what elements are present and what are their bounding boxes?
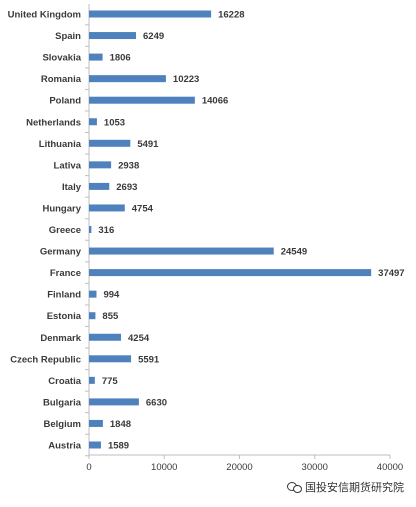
category-label: Lithuania [39,139,82,150]
wechat-icon [287,481,302,493]
category-label: Romania [41,74,82,85]
category-label: Lativa [54,160,82,171]
data-label: 10223 [173,74,199,85]
category-label: Germany [40,247,82,258]
data-label: 316 [98,225,114,236]
data-label: 24549 [281,247,307,258]
category-label: Croatia [48,376,81,387]
bar [89,290,97,298]
data-label: 6630 [146,397,167,408]
category-label: Slovakia [42,53,81,64]
category-label: Belgium [44,419,81,430]
category-label: Greece [49,225,81,236]
bar [89,10,212,18]
category-label: Czech Republic [10,354,81,365]
bar [89,161,112,169]
data-label: 5591 [138,354,160,365]
data-label: 1589 [108,441,129,452]
data-label: 16228 [218,10,244,21]
category-label: Estonia [47,311,82,322]
data-label: 14066 [202,96,228,107]
x-tick-label: 40000 [377,462,403,473]
bar [89,269,372,277]
category-label: Italy [62,182,82,193]
data-label: 37497 [378,268,404,279]
watermark-text: 国投安信期货研究院 [305,482,404,494]
bar [89,139,131,147]
x-tick-label: 0 [86,462,91,473]
bar [89,376,95,384]
bar [89,333,122,341]
category-label: Bulgaria [43,397,82,408]
data-label: 1806 [110,53,131,64]
bar [89,204,125,212]
bar [89,96,195,104]
data-label: 855 [102,311,119,322]
category-label: Poland [49,96,81,107]
bar [89,312,96,320]
x-tick-label: 30000 [302,462,328,473]
bar [89,182,110,190]
data-label: 4754 [132,203,154,214]
bar [89,419,103,427]
category-label: Denmark [40,333,81,344]
bar [89,398,139,406]
data-label: 6249 [143,31,164,42]
bar [89,441,101,449]
x-tick-label: 20000 [226,462,252,473]
bar [89,226,92,233]
bar [89,355,132,363]
data-label: 4254 [128,333,150,344]
category-label: Finland [47,290,81,301]
bar [89,75,166,83]
data-label: 2693 [116,182,137,193]
category-label: Spain [55,31,81,42]
watermark: 国投安信期货研究院 [287,479,404,495]
category-label: France [50,268,81,279]
category-label: Austria [48,441,81,452]
category-label: Hungary [42,203,81,214]
category-label: United Kingdom [8,10,81,21]
x-tick-label: 10000 [151,462,177,473]
data-label: 5491 [137,139,159,150]
data-label: 994 [103,290,120,301]
bar [89,118,97,126]
data-label: 2938 [118,160,139,171]
data-label: 1848 [110,419,131,430]
data-label: 775 [102,376,119,387]
category-label: Netherlands [26,117,81,128]
bar [89,247,274,255]
data-label: 1053 [104,117,125,128]
bar [89,32,137,40]
bar [89,53,103,61]
